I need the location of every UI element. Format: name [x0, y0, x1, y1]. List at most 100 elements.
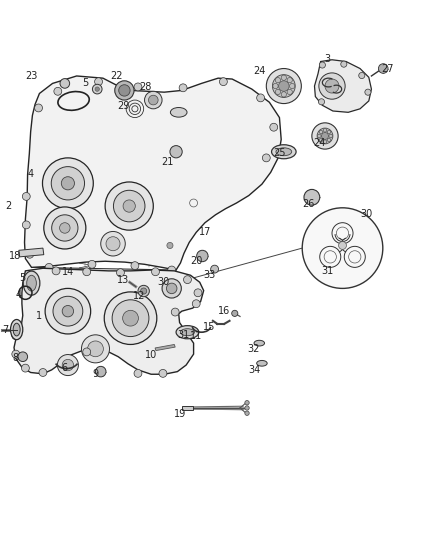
Circle shape [317, 128, 333, 144]
Text: 24: 24 [253, 66, 265, 76]
Circle shape [266, 69, 301, 103]
Ellipse shape [11, 319, 23, 340]
Circle shape [325, 79, 339, 93]
Text: 7: 7 [2, 325, 8, 335]
Circle shape [318, 99, 325, 105]
Circle shape [279, 81, 289, 91]
Circle shape [88, 260, 96, 268]
Circle shape [287, 77, 292, 83]
Circle shape [134, 369, 142, 377]
Text: 31: 31 [177, 330, 189, 340]
Circle shape [378, 64, 388, 74]
Circle shape [12, 332, 20, 340]
Text: 24: 24 [314, 138, 326, 148]
Text: 14: 14 [62, 266, 74, 277]
Text: 1: 1 [36, 311, 42, 320]
Text: 33: 33 [203, 270, 215, 280]
Text: 5: 5 [82, 78, 88, 88]
Circle shape [341, 61, 347, 67]
Circle shape [45, 288, 91, 334]
Circle shape [365, 89, 371, 95]
Text: 3: 3 [325, 54, 331, 64]
Text: 10: 10 [145, 350, 157, 360]
Circle shape [35, 104, 42, 112]
Circle shape [159, 369, 167, 377]
Circle shape [323, 140, 327, 143]
Text: 30: 30 [360, 209, 372, 219]
Text: 16: 16 [218, 306, 230, 316]
Circle shape [115, 81, 134, 100]
Text: 6: 6 [62, 363, 68, 373]
Circle shape [106, 237, 120, 251]
Circle shape [52, 267, 60, 275]
Circle shape [95, 87, 99, 91]
Circle shape [304, 189, 320, 205]
Circle shape [257, 94, 265, 102]
Circle shape [134, 83, 142, 91]
Circle shape [168, 266, 176, 274]
Circle shape [88, 341, 103, 357]
Circle shape [26, 251, 34, 258]
Circle shape [83, 348, 91, 356]
Circle shape [44, 207, 86, 249]
Circle shape [95, 78, 102, 86]
Circle shape [273, 84, 278, 88]
Circle shape [276, 77, 281, 83]
Circle shape [290, 84, 295, 88]
Text: 22: 22 [110, 70, 122, 80]
Polygon shape [182, 406, 193, 410]
Circle shape [104, 292, 157, 344]
Circle shape [302, 208, 383, 288]
Ellipse shape [257, 360, 267, 366]
Circle shape [281, 75, 286, 80]
Circle shape [18, 352, 28, 361]
Circle shape [112, 300, 149, 336]
Polygon shape [25, 76, 281, 270]
Circle shape [323, 128, 327, 132]
Circle shape [117, 269, 124, 277]
Text: 15: 15 [203, 322, 215, 332]
Ellipse shape [23, 271, 40, 295]
Ellipse shape [180, 329, 194, 336]
Circle shape [60, 223, 70, 233]
Circle shape [148, 95, 158, 105]
Text: 13: 13 [117, 274, 129, 285]
Circle shape [101, 231, 125, 256]
Text: 2: 2 [6, 201, 12, 211]
Text: 4: 4 [15, 289, 21, 300]
Text: 27: 27 [381, 64, 393, 75]
Circle shape [113, 190, 145, 222]
Circle shape [167, 243, 173, 248]
Ellipse shape [272, 145, 296, 159]
Circle shape [60, 78, 70, 88]
Circle shape [83, 268, 91, 276]
Polygon shape [314, 60, 371, 112]
Text: 23: 23 [25, 71, 38, 82]
Circle shape [281, 92, 286, 97]
Ellipse shape [27, 275, 36, 291]
Text: 11: 11 [190, 330, 202, 341]
Circle shape [287, 90, 292, 94]
Circle shape [26, 274, 34, 282]
Circle shape [219, 78, 227, 86]
Circle shape [329, 134, 332, 138]
Text: 21: 21 [161, 157, 173, 167]
Circle shape [179, 84, 187, 92]
Text: 30: 30 [158, 277, 170, 287]
Circle shape [245, 411, 249, 415]
Text: 26: 26 [303, 199, 315, 209]
Text: 18: 18 [9, 251, 21, 261]
Circle shape [52, 215, 78, 241]
Text: 5: 5 [20, 273, 26, 283]
Circle shape [211, 265, 219, 273]
Text: 20: 20 [190, 256, 202, 266]
Circle shape [327, 138, 331, 142]
Circle shape [81, 335, 110, 363]
Circle shape [61, 177, 74, 190]
Circle shape [184, 276, 191, 284]
Circle shape [119, 85, 130, 96]
Text: 9: 9 [92, 369, 99, 379]
Circle shape [131, 262, 139, 270]
Polygon shape [19, 248, 44, 257]
Circle shape [245, 400, 249, 405]
